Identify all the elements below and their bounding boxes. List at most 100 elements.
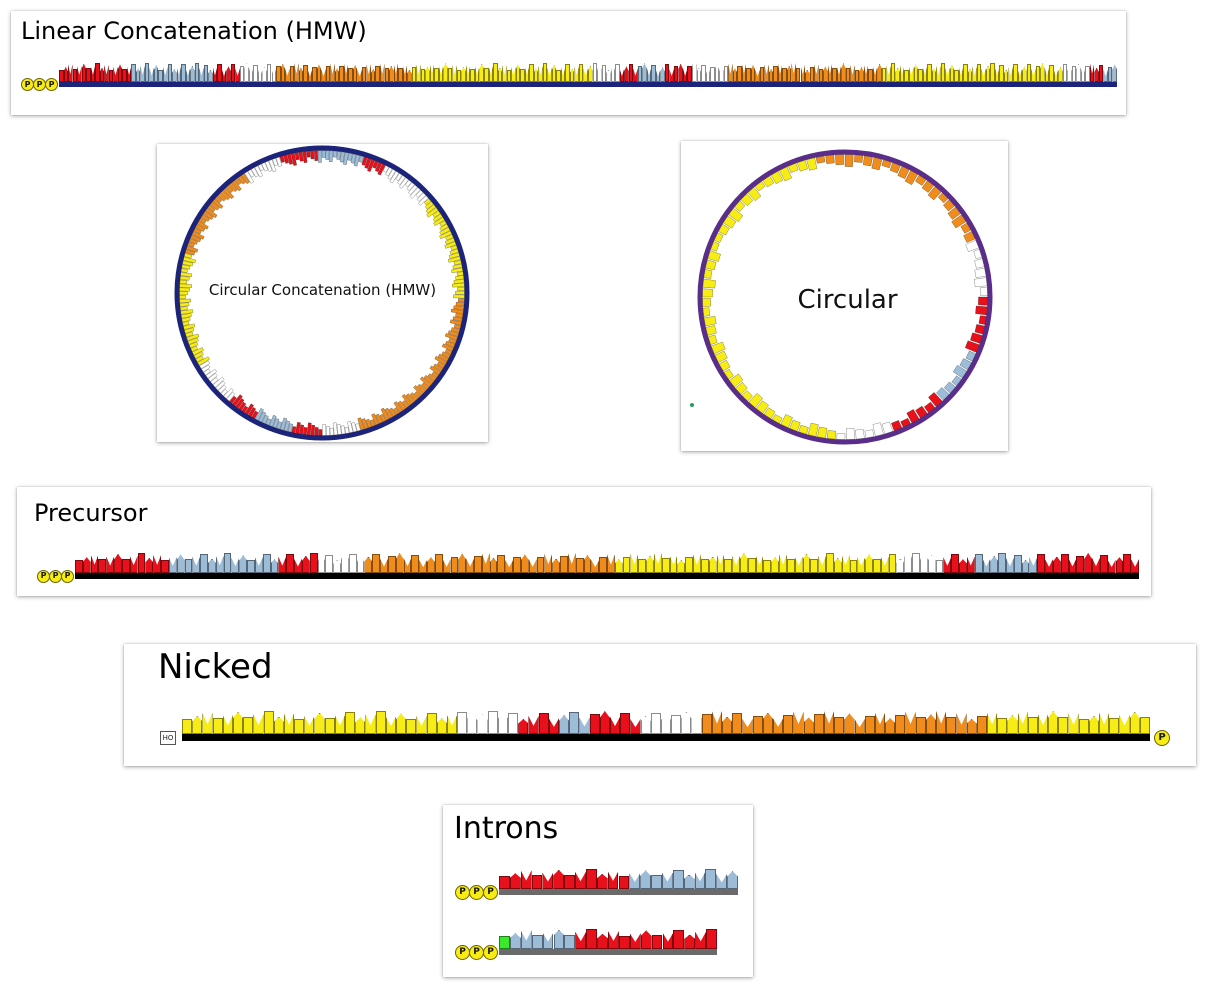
nucleotide-mark <box>448 252 460 259</box>
nucleotide-mark <box>425 66 430 82</box>
nucleotide-mark <box>145 557 154 573</box>
nucleotide-mark <box>330 63 335 82</box>
nucleotide-mark <box>862 155 873 167</box>
nucleotide-mark <box>786 559 795 573</box>
nucleotide-mark <box>234 177 242 186</box>
nucleotide-mark <box>857 557 866 573</box>
nucleotide-mark <box>457 298 465 303</box>
nucleotide-mark <box>1129 711 1140 734</box>
nucleotide-mark <box>923 401 936 413</box>
nucleotide-mark <box>179 275 190 281</box>
nucleotide-mark <box>885 718 896 734</box>
nucleotide-mark <box>332 422 338 436</box>
nucleotide-mark <box>1131 559 1139 573</box>
nucleotide-mark <box>217 384 227 394</box>
nucleotide-mark <box>432 213 443 222</box>
nucleotide-mark <box>149 67 154 82</box>
nucleotide-mark <box>881 421 894 435</box>
nucleotide-mark <box>722 215 737 229</box>
nucleotide-mark <box>356 559 365 573</box>
nucleotide-mark <box>1123 554 1132 573</box>
nucleotide-mark <box>723 66 729 82</box>
nucleotide-mark <box>1021 560 1030 573</box>
nucleotide-mark <box>1076 555 1085 573</box>
nucleotide-mark <box>509 933 521 949</box>
nucleotide-mark <box>559 715 570 734</box>
nucleotide-mark <box>569 68 575 82</box>
nucleotide-mark <box>624 66 629 82</box>
nucleotide-mark <box>205 368 218 379</box>
phosphate-icon: P <box>45 78 58 91</box>
nucleotide-mark <box>735 381 748 395</box>
nucleotide-mark <box>881 68 887 82</box>
nucleotide-mark <box>449 248 459 255</box>
nucleotide-mark <box>969 332 983 344</box>
nucleotide-mark <box>954 69 959 82</box>
nucleotide-mark <box>809 66 815 82</box>
nucleotide-mark <box>228 182 238 193</box>
nucleotide-mark <box>290 152 297 166</box>
nucleotide-mark <box>131 63 136 82</box>
nucleotide-mark <box>888 553 897 573</box>
nucleotide-mark <box>186 245 199 253</box>
nucleotide-mark <box>629 933 641 949</box>
nucleotide-mark <box>299 424 305 435</box>
nucleotide-mark <box>881 159 892 169</box>
nucleotide-mark <box>341 557 349 573</box>
nucleotide-mark <box>608 931 619 949</box>
nucleotide-mark <box>196 220 209 230</box>
nucleotide-mark <box>453 279 465 284</box>
nucleotide-mark <box>786 65 792 82</box>
nucleotide-mark <box>974 258 985 269</box>
nucleotide-mark <box>1013 555 1022 573</box>
nucleotide-mark <box>841 555 850 573</box>
nucleotide-mark <box>673 929 685 949</box>
nucleotide-mark <box>1119 715 1130 734</box>
nucleotide-mark <box>979 287 988 296</box>
nucleotide-mark <box>77 66 82 82</box>
nucleotide-mark <box>420 68 426 82</box>
phosphate-icon: P <box>469 944 484 960</box>
nucleotide-mark <box>387 555 396 573</box>
nucleotide-mark <box>974 277 988 288</box>
nucleotide-mark <box>531 875 543 889</box>
nucleotide-mark <box>974 267 987 278</box>
nucleotide-mark <box>402 64 408 82</box>
nucleotide-mark <box>618 876 630 889</box>
nucleotide-mark <box>237 175 246 185</box>
nucleotide-mark <box>651 64 656 82</box>
nucleotide-mark <box>425 204 437 214</box>
nucleotide-mark <box>900 417 911 428</box>
nucleotide-mark <box>823 66 828 82</box>
nucleotide-mark <box>121 558 130 573</box>
nucleotide-mark <box>755 400 769 414</box>
nucleotide-mark <box>385 167 393 177</box>
nucleotide-mark <box>677 560 686 573</box>
nucleotide-mark <box>859 66 864 82</box>
nucleotide-mark <box>294 152 300 161</box>
nucleotide-mark <box>247 169 255 178</box>
nucleotide-mark <box>75 560 83 573</box>
nucleotide-mark <box>423 198 432 206</box>
nucleotide-mark <box>596 873 608 889</box>
nucleotide-mark <box>207 373 218 382</box>
nucleotide-mark <box>442 559 451 573</box>
nucleotide-mark <box>375 711 386 734</box>
nucleotide-mark <box>416 192 427 202</box>
nucleotide-mark <box>199 360 211 370</box>
nucleotide-mark <box>702 307 711 317</box>
nucleotide-mark <box>1058 716 1069 734</box>
nucleotide-mark <box>248 407 257 418</box>
nucleotide-mark <box>361 156 368 166</box>
nucleotide-mark <box>1007 715 1018 734</box>
nucleotide-mark <box>365 418 372 429</box>
nucleotide-mark <box>710 66 715 82</box>
nucleotide-mark <box>272 157 279 167</box>
nucleotide-mark <box>630 719 641 734</box>
nucleotide-mark <box>548 718 559 734</box>
nucleotide-mark <box>226 391 236 402</box>
nucleotide-mark <box>444 237 456 245</box>
nucleotide-mark <box>552 558 561 573</box>
nucleotide-mark <box>278 556 287 573</box>
nucleotide-mark <box>238 401 247 411</box>
